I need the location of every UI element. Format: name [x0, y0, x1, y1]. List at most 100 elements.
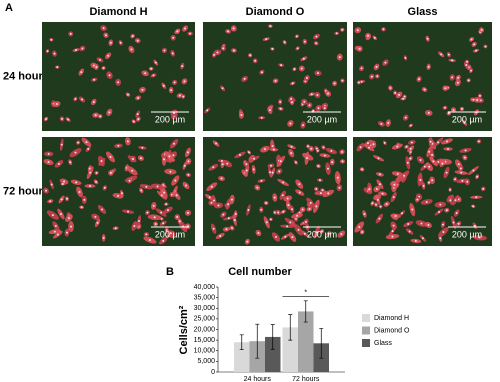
nucleus — [419, 158, 422, 161]
nucleus — [240, 114, 243, 117]
nucleus — [316, 93, 319, 96]
nucleus — [475, 49, 478, 52]
nucleus — [183, 80, 186, 83]
legend-label: Glass — [374, 340, 392, 347]
nucleus — [473, 224, 476, 227]
nucleus — [327, 192, 330, 195]
nucleus — [368, 188, 371, 191]
nucleus — [146, 211, 149, 214]
nucleus — [156, 185, 159, 188]
nucleus — [464, 149, 467, 152]
nucleus — [163, 49, 166, 52]
nucleus — [409, 124, 412, 127]
nucleus — [431, 153, 434, 156]
nucleus — [437, 160, 440, 163]
nucleus — [260, 208, 263, 211]
nucleus — [277, 211, 280, 214]
nucleus — [315, 187, 318, 190]
chart-title: Cell number — [228, 266, 292, 278]
nucleus — [302, 124, 305, 127]
nucleus — [133, 225, 136, 228]
nucleus — [95, 66, 98, 69]
nucleus — [265, 221, 268, 224]
scale-bar-label: 200 µm — [307, 114, 337, 124]
micrograph — [42, 22, 195, 131]
nucleus — [443, 106, 446, 109]
nucleus — [472, 98, 475, 101]
nucleus — [271, 171, 274, 174]
nucleus — [163, 191, 166, 194]
nucleus — [57, 162, 60, 165]
nucleus — [408, 230, 411, 233]
nucleus — [289, 122, 292, 125]
nucleus — [303, 40, 306, 43]
nucleus — [385, 203, 388, 206]
error-bar — [288, 314, 293, 341]
x-tick-label: 72 hours — [292, 376, 320, 382]
nucleus — [152, 74, 155, 77]
nucleus — [396, 145, 399, 148]
nucleus — [357, 81, 360, 84]
nucleus — [247, 208, 250, 211]
y-tick-label: 30,000 — [194, 305, 216, 312]
scale-bar-label: 200 µm — [452, 229, 482, 239]
nucleus — [451, 59, 454, 62]
nucleus — [245, 169, 248, 172]
significance-label: * — [304, 289, 307, 296]
nucleus — [361, 168, 364, 171]
nucleus — [291, 236, 294, 239]
nucleus — [95, 180, 98, 183]
nucleus — [215, 142, 218, 145]
nucleus — [323, 107, 326, 110]
nucleus — [60, 198, 63, 201]
nucleus — [234, 212, 237, 215]
nucleus — [454, 199, 457, 202]
nucleus — [319, 192, 322, 195]
nucleus — [243, 77, 246, 80]
nucleus — [279, 160, 282, 163]
nucleus — [273, 196, 276, 199]
nucleus — [132, 120, 135, 123]
nucleus — [173, 142, 176, 145]
nucleus — [265, 38, 268, 41]
nucleus — [248, 151, 251, 154]
nucleus — [300, 67, 303, 70]
nucleus — [455, 212, 458, 215]
nucleus — [295, 35, 298, 38]
nucleus — [141, 88, 144, 91]
nucleus — [335, 32, 338, 35]
nucleus — [331, 161, 334, 164]
nucleus — [422, 184, 425, 187]
nucleus — [321, 189, 324, 192]
nucleus — [81, 47, 84, 50]
y-tick-label: 5,000 — [197, 358, 215, 365]
nucleus — [375, 203, 378, 206]
nucleus — [245, 163, 248, 166]
nucleus — [139, 157, 142, 160]
nucleus — [51, 214, 54, 217]
nucleus — [376, 75, 379, 78]
nucleus — [260, 116, 263, 119]
nucleus — [421, 237, 424, 240]
nucleus — [279, 107, 282, 110]
y-tick-label: 20,000 — [194, 326, 216, 333]
nucleus — [428, 150, 431, 153]
nucleus — [341, 28, 344, 31]
nucleus — [210, 201, 213, 204]
nucleus — [368, 146, 371, 149]
nucleus — [271, 47, 274, 50]
bar — [265, 336, 281, 372]
nucleus — [80, 71, 83, 74]
nucleus — [170, 89, 173, 92]
nucleus — [316, 149, 319, 152]
panel-label: A — [5, 2, 13, 14]
nucleus — [187, 211, 190, 214]
nucleus — [150, 67, 153, 70]
nucleus — [442, 231, 445, 234]
nucleus — [60, 117, 63, 120]
nucleus — [423, 165, 426, 168]
nucleus — [126, 93, 129, 96]
nucleus — [162, 239, 165, 242]
nucleus — [358, 226, 361, 229]
nucleus — [137, 96, 140, 99]
